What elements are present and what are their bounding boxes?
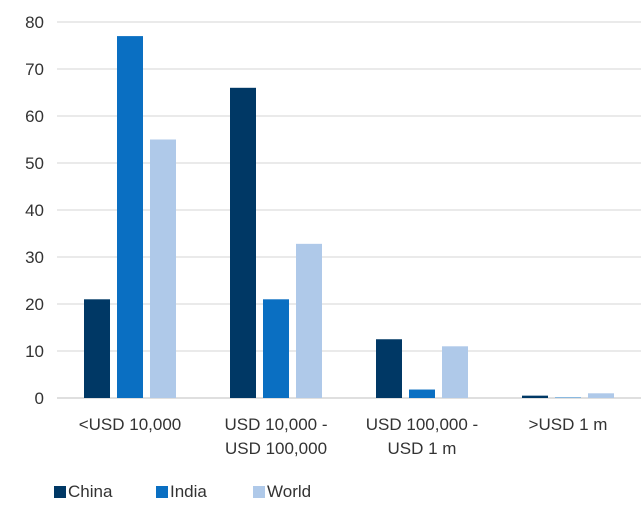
bar-india-1: [263, 299, 289, 398]
bar-china-3: [522, 395, 548, 398]
bar-china-0: [84, 299, 110, 398]
legend-label-world: World: [267, 482, 311, 501]
y-tick-label: 80: [25, 13, 44, 32]
y-tick-label: 10: [25, 342, 44, 361]
y-tick-label: 0: [35, 389, 44, 408]
legend-label-china: China: [68, 482, 113, 501]
y-tick-label: 50: [25, 154, 44, 173]
y-tick-label: 30: [25, 248, 44, 267]
bar-world-2: [442, 346, 468, 398]
legend-swatch-china: [54, 486, 66, 498]
bar-india-0: [117, 36, 143, 398]
legend: China India World: [54, 482, 311, 501]
x-axis-categories: <USD 10,000 USD 10,000 - USD 100,000 USD 10…: [79, 415, 608, 458]
bar-world-1: [296, 243, 322, 398]
x-category-label: >USD 1 m: [529, 415, 608, 434]
x-category-label: USD 100,000 -: [366, 415, 478, 434]
y-axis-ticks: 0 10 20 30 40 50 60 70 80: [25, 13, 44, 408]
legend-swatch-world: [253, 486, 265, 498]
legend-swatch-india: [156, 486, 168, 498]
bar-world-3: [588, 393, 614, 398]
y-tick-label: 70: [25, 60, 44, 79]
x-category-label: <USD 10,000: [79, 415, 182, 434]
bar-world-0: [150, 139, 176, 398]
y-tick-label: 20: [25, 295, 44, 314]
y-tick-label: 60: [25, 107, 44, 126]
bar-india-2: [409, 389, 435, 398]
y-tick-label: 40: [25, 201, 44, 220]
x-category-label: USD 100,000: [225, 439, 327, 458]
bars: [84, 36, 614, 399]
bar-china-2: [376, 339, 402, 398]
bar-china-1: [230, 87, 256, 399]
x-category-label: USD 10,000 -: [225, 415, 328, 434]
legend-label-india: India: [170, 482, 207, 501]
x-category-label: USD 1 m: [388, 439, 457, 458]
gridlines: [57, 21, 641, 399]
